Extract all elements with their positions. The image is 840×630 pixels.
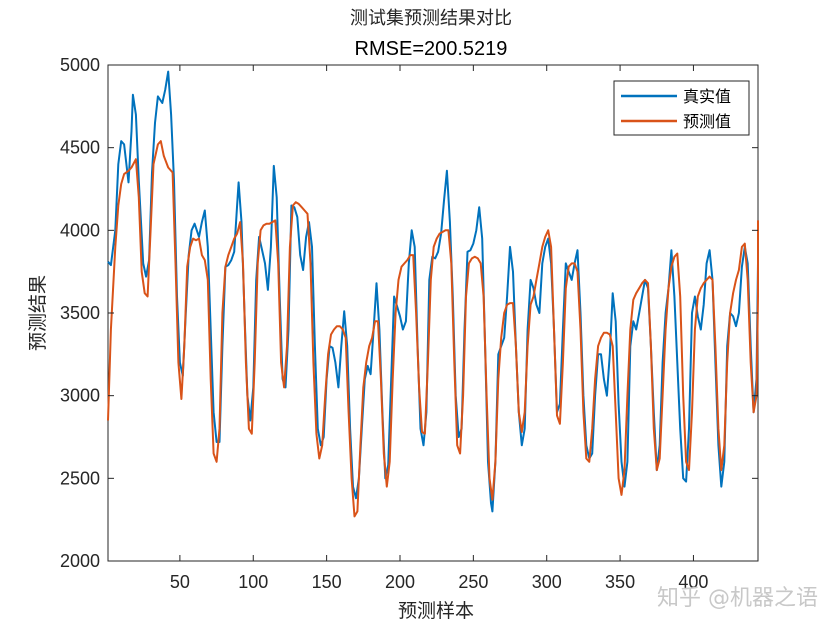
x-axis-label: 预测样本 [398, 600, 474, 622]
axis-ticks: 50 100 150 200 250 300 350 400 2000 2500 3000 3500 4… [60, 55, 758, 592]
series-group [107, 70, 759, 518]
y-axis-label: 预测结果 [27, 275, 49, 351]
x-tick-label: 100 [238, 572, 268, 592]
x-tick-label: 400 [678, 572, 708, 592]
chart-subtitle: RMSE=200.5219 [355, 38, 508, 60]
watermark: 知乎 @机器之语 [657, 586, 818, 611]
y-tick-label: 3000 [60, 386, 100, 406]
legend: 真实值 预测值 [613, 80, 750, 136]
plot-area [107, 64, 759, 562]
x-tick-label: 150 [312, 572, 342, 592]
x-tick-label: 250 [458, 572, 488, 592]
y-tick-label: 2500 [60, 468, 100, 488]
legend-box [613, 80, 750, 136]
y-tick-label: 4000 [60, 220, 100, 240]
series-line-predicted [107, 140, 759, 518]
x-tick-label: 200 [385, 572, 415, 592]
x-tick-label: 350 [605, 572, 635, 592]
y-tick-label: 5000 [60, 55, 100, 75]
legend-label-true: 真实值 [683, 87, 731, 106]
y-tick-label: 4500 [60, 138, 100, 158]
chart-title: 测试集预测结果对比 [350, 8, 512, 29]
legend-label-predicted: 预测值 [683, 112, 731, 131]
y-tick-label: 2000 [60, 551, 100, 571]
x-tick-label: 300 [532, 572, 562, 592]
y-tick-label: 3500 [60, 303, 100, 323]
x-tick-label: 50 [170, 572, 190, 592]
